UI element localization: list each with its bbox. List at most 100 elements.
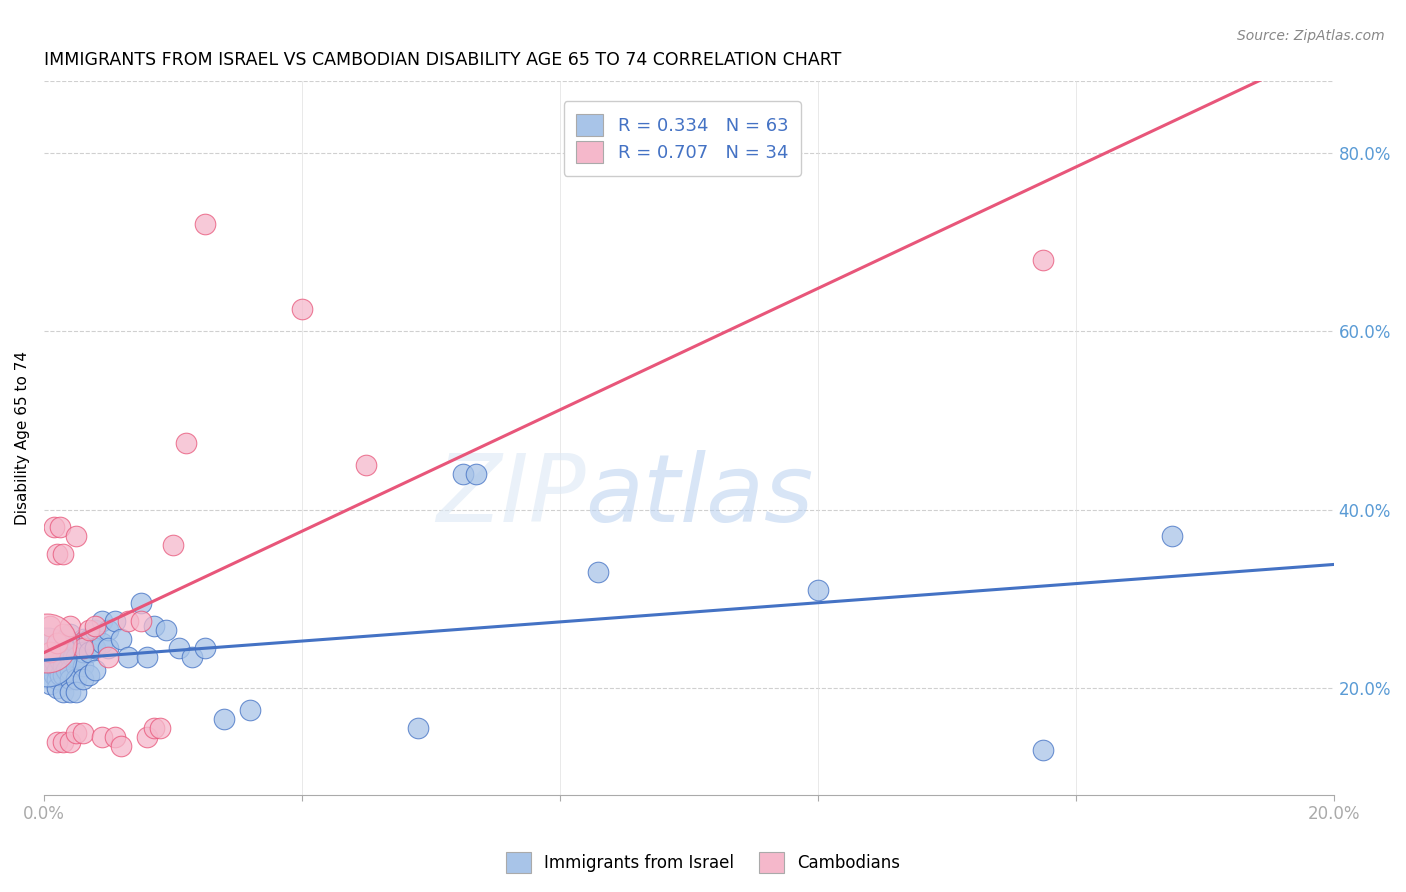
Point (214, 712, 236, 726)
Point (72, 632, 94, 646)
Point (1161, 529, 1184, 543)
Point (45, 645, 67, 659)
Point (807, 582, 830, 597)
Point (72, 645, 94, 659)
Point (59, 672, 82, 686)
Point (117, 614, 139, 628)
Point (142, 721, 165, 735)
Point (45, 547, 67, 561)
Point (49, 654, 72, 668)
Text: atlas: atlas (585, 450, 814, 541)
Point (90, 636, 112, 650)
Point (65, 658, 87, 673)
Point (149, 721, 172, 735)
Text: ZIP: ZIP (436, 450, 585, 541)
Point (39, 645, 62, 659)
Point (90, 730, 112, 744)
Point (45, 734, 67, 748)
Point (90, 614, 112, 628)
Legend: R = 0.334   N = 63, R = 0.707   N = 34: R = 0.334 N = 63, R = 0.707 N = 34 (564, 101, 801, 176)
Point (406, 721, 429, 735)
Point (65, 649, 87, 664)
Point (142, 618, 165, 632)
Point (59, 618, 82, 632)
Point (59, 627, 82, 641)
Point (39, 618, 62, 632)
Point (136, 649, 159, 664)
Point (65, 636, 87, 650)
Point (37, 636, 59, 650)
Point (49, 667, 72, 681)
Point (59, 734, 82, 748)
Point (194, 640, 217, 655)
Point (356, 458, 378, 472)
Point (52, 685, 75, 699)
Point (169, 640, 191, 655)
Text: IMMIGRANTS FROM ISRAEL VS CAMBODIAN DISABILITY AGE 65 TO 74 CORRELATION CHART: IMMIGRANTS FROM ISRAEL VS CAMBODIAN DISA… (44, 51, 841, 69)
Point (110, 739, 132, 753)
Point (451, 467, 474, 481)
Point (52, 667, 75, 681)
Point (181, 649, 204, 664)
Point (65, 672, 87, 686)
Point (77, 632, 100, 646)
Point (239, 703, 262, 717)
Point (291, 301, 314, 316)
Point (39, 663, 62, 677)
Point (84, 623, 107, 637)
Point (84, 618, 107, 632)
Point (52, 547, 75, 561)
Point (72, 640, 94, 655)
Point (59, 663, 82, 677)
Point (129, 596, 152, 610)
Point (162, 538, 184, 552)
Point (117, 649, 139, 664)
Point (65, 725, 87, 739)
Point (39, 676, 62, 690)
Point (465, 467, 488, 481)
Point (42, 520, 65, 534)
Point (72, 672, 94, 686)
Point (77, 623, 100, 637)
Point (97, 623, 120, 637)
Point (84, 663, 107, 677)
Point (97, 649, 120, 664)
Point (52, 640, 75, 655)
Point (72, 658, 94, 673)
Point (84, 640, 107, 655)
Text: Source: ZipAtlas.com: Source: ZipAtlas.com (1237, 29, 1385, 43)
Point (65, 685, 87, 699)
Point (174, 435, 197, 450)
Point (136, 730, 159, 744)
Point (59, 640, 82, 655)
Point (49, 520, 72, 534)
Point (194, 217, 217, 231)
Point (104, 730, 127, 744)
Point (65, 529, 87, 543)
Point (104, 614, 127, 628)
Y-axis label: Disability Age 65 to 74: Disability Age 65 to 74 (15, 351, 30, 525)
Point (59, 649, 82, 664)
Point (52, 734, 75, 748)
Point (52, 627, 75, 641)
Point (55, 663, 77, 677)
Point (45, 681, 67, 695)
Point (72, 725, 94, 739)
Point (97, 640, 120, 655)
Point (55, 645, 77, 659)
Point (52, 658, 75, 673)
Point (77, 645, 100, 659)
Point (45, 672, 67, 686)
Point (59, 685, 82, 699)
Point (155, 623, 177, 637)
Point (129, 614, 152, 628)
Point (42, 654, 65, 668)
Point (62, 649, 84, 664)
Point (110, 632, 132, 646)
Legend: Immigrants from Israel, Cambodians: Immigrants from Israel, Cambodians (499, 846, 907, 880)
Point (37, 649, 59, 664)
Point (52, 649, 75, 664)
Point (588, 565, 610, 579)
Point (1032, 252, 1054, 267)
Point (77, 667, 100, 681)
